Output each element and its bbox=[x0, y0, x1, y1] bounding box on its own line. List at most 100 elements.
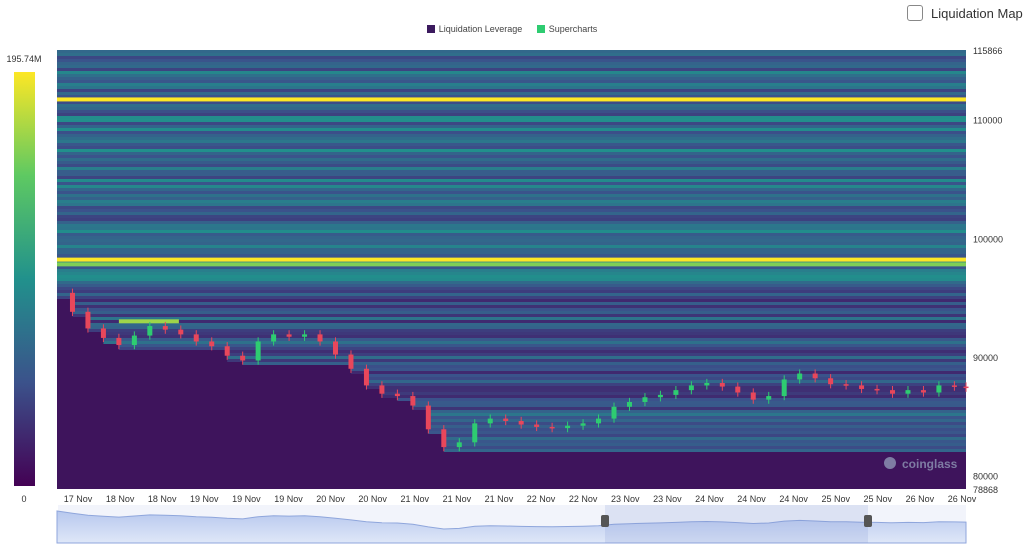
heatmap-hot-band bbox=[57, 97, 966, 102]
heatmap-band bbox=[57, 197, 966, 200]
heatmap-band bbox=[87, 317, 966, 320]
time-tick-label: 25 Nov bbox=[864, 494, 893, 504]
heatmap-band bbox=[57, 86, 966, 89]
candle-body bbox=[255, 341, 261, 361]
heatmap-band bbox=[57, 146, 966, 149]
candle-body bbox=[503, 418, 509, 421]
heatmap-band bbox=[57, 251, 966, 254]
heatmap-band bbox=[57, 230, 966, 233]
heatmap-band bbox=[57, 284, 966, 287]
heatmap-band bbox=[397, 398, 966, 401]
heatmap-band bbox=[428, 416, 966, 419]
navigator-selection[interactable] bbox=[605, 505, 868, 543]
candle-body bbox=[178, 329, 184, 335]
candle-body bbox=[348, 354, 354, 369]
heatmap-band bbox=[57, 140, 966, 143]
candle-body bbox=[224, 346, 230, 356]
liquidation-map-checkbox[interactable] bbox=[907, 5, 923, 21]
candle-body bbox=[100, 328, 106, 338]
heatmap-band bbox=[57, 83, 966, 86]
heatmap-band bbox=[57, 245, 966, 248]
navigator-handle-left[interactable] bbox=[601, 515, 609, 527]
candle-body bbox=[704, 383, 710, 386]
candle-body bbox=[286, 334, 292, 337]
candle-body bbox=[147, 326, 153, 336]
heatmap-band bbox=[350, 365, 966, 368]
legend-swatch-supercharts bbox=[536, 25, 545, 33]
legend-item-liquidation-leverage[interactable]: Liquidation Leverage bbox=[426, 24, 522, 34]
heatmap-band bbox=[57, 128, 966, 131]
heatmap-band bbox=[57, 242, 966, 245]
heatmap-band bbox=[103, 341, 967, 344]
price-tick-label: 110000 bbox=[973, 116, 1002, 126]
candle-body bbox=[580, 423, 586, 426]
candle-body bbox=[271, 334, 277, 342]
candle-body bbox=[642, 397, 648, 403]
candle-body bbox=[363, 368, 369, 386]
heatmap-band bbox=[366, 386, 967, 389]
heatmap-band bbox=[242, 362, 966, 365]
candle-body bbox=[116, 337, 122, 346]
heatmap-band bbox=[57, 194, 966, 197]
heatmap-band bbox=[57, 113, 966, 116]
colorbar-min-label: 0 bbox=[21, 494, 26, 504]
time-tick-label: 23 Nov bbox=[611, 494, 640, 504]
heatmap-band bbox=[118, 344, 967, 347]
heatmap-band bbox=[57, 80, 966, 83]
heatmap-band bbox=[57, 173, 966, 176]
time-tick-label: 21 Nov bbox=[485, 494, 514, 504]
heatmap-band bbox=[57, 161, 966, 164]
price-tick-label: 115866 bbox=[973, 46, 1002, 56]
candle-body bbox=[394, 393, 400, 397]
navigator-handle-right[interactable] bbox=[864, 515, 872, 527]
candle-body bbox=[920, 390, 926, 393]
heatmap-band bbox=[57, 179, 966, 182]
heatmap-band bbox=[227, 356, 966, 359]
time-tick-label: 19 Nov bbox=[274, 494, 303, 504]
heatmap-band bbox=[366, 377, 967, 380]
time-tick-label: 24 Nov bbox=[779, 494, 808, 504]
legend-item-supercharts[interactable]: Supercharts bbox=[536, 24, 597, 34]
candle-body bbox=[472, 423, 478, 443]
heatmap-hot-band bbox=[118, 319, 179, 324]
heatmap-band bbox=[227, 359, 966, 362]
heatmap-band bbox=[57, 185, 966, 188]
chart-legend: Liquidation Leverage Supercharts bbox=[0, 24, 1024, 34]
heatmap-band bbox=[57, 158, 966, 161]
heatmap-band bbox=[57, 293, 966, 296]
time-tick-label: 22 Nov bbox=[527, 494, 556, 504]
candle-body bbox=[425, 405, 431, 430]
candle-body bbox=[812, 373, 818, 379]
time-tick-label: 18 Nov bbox=[148, 494, 177, 504]
heatmap-band bbox=[103, 338, 967, 341]
candle-body bbox=[162, 326, 168, 330]
heatmap-band bbox=[57, 254, 966, 257]
heatmap-band bbox=[57, 89, 966, 92]
heatmap-band bbox=[57, 203, 966, 206]
heatmap-plot-area bbox=[57, 50, 967, 489]
heatmap-band bbox=[412, 401, 966, 404]
heatmap-band bbox=[72, 314, 966, 317]
heatmap-band bbox=[57, 101, 966, 104]
heatmap-band bbox=[57, 65, 966, 68]
range-navigator[interactable] bbox=[56, 505, 967, 544]
heatmap-band bbox=[57, 122, 966, 125]
heatmap-band bbox=[57, 233, 966, 236]
candle-body bbox=[317, 334, 323, 342]
candle-body bbox=[131, 335, 137, 346]
heatmap-band bbox=[118, 347, 967, 350]
candle-body bbox=[797, 373, 803, 380]
candle-body bbox=[193, 334, 199, 342]
candle-body bbox=[843, 384, 849, 386]
heatmap-band bbox=[57, 116, 966, 119]
coinglass-watermark: coinglass bbox=[884, 457, 958, 471]
heatmap-band bbox=[57, 164, 966, 167]
heatmap-band bbox=[428, 428, 966, 431]
candle-body bbox=[766, 396, 772, 400]
time-tick-label: 19 Nov bbox=[232, 494, 261, 504]
candle-body bbox=[905, 390, 911, 394]
heatmap-band bbox=[57, 290, 966, 293]
heatmap-band bbox=[57, 281, 966, 284]
heatmap-band bbox=[57, 218, 966, 221]
liquidation-map-toggle[interactable]: Liquidation Map bbox=[907, 5, 1023, 21]
